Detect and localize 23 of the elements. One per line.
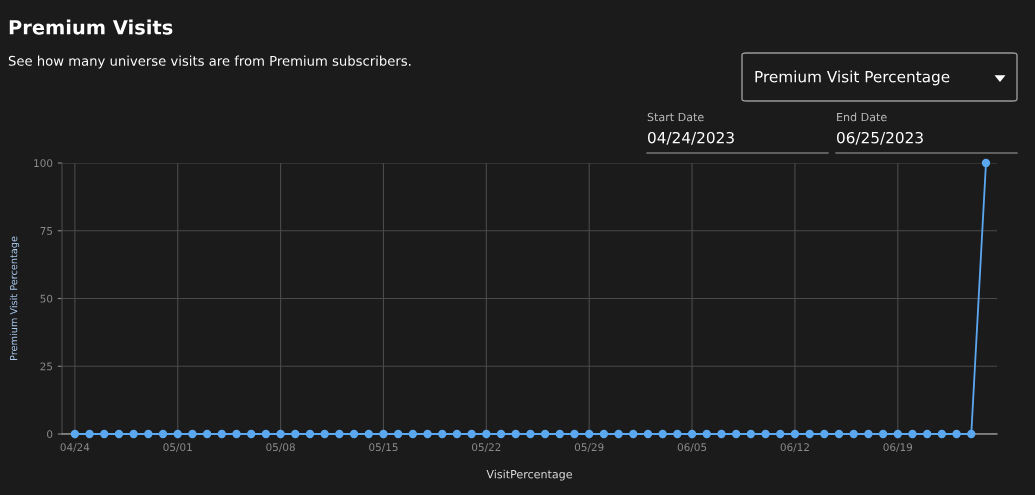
x-tick-label: 04/24 (60, 443, 90, 452)
x-tick-label: 06/05 (677, 443, 707, 452)
chart-title: Premium Visits (9, 19, 173, 35)
x-axis-title: VisitPercentage (486, 469, 572, 481)
x-tick-label: 06/12 (780, 443, 809, 452)
x-tick-label: 05/08 (266, 443, 295, 452)
y-tick-label: 75 (40, 227, 53, 235)
x-tick-label: 05/01 (163, 443, 192, 452)
y-tick-label: 50 (40, 294, 53, 303)
text: 06/25/2023 (837, 131, 923, 145)
x-tick-label: 05/15 (369, 443, 398, 452)
text: Premium Visit Percentage (755, 70, 950, 86)
chart-subtitle: See how many universe visits are from Premium subscribers. (8, 55, 411, 69)
text: End Date (837, 112, 887, 122)
text: Start Date (647, 112, 704, 122)
y-tick-label: 0 (47, 430, 53, 439)
x-tick-label: 05/29 (574, 443, 604, 452)
y-tick-label: 100 (34, 159, 53, 168)
y-tick-label: 25 (40, 362, 53, 371)
y-axis-title: Premium Visit Percentage (9, 236, 20, 360)
x-tick-label: 05/22 (472, 443, 501, 452)
x-tick-label: 06/19 (883, 443, 913, 452)
text: 04/24/2023 (648, 131, 734, 145)
